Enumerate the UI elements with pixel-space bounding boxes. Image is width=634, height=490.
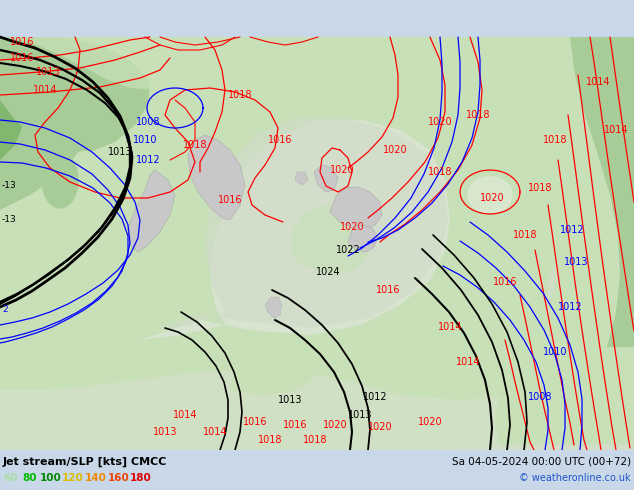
Text: 1013: 1013 [278,395,302,405]
Bar [0,37,634,450]
Text: 1018: 1018 [513,230,537,240]
Text: 1018: 1018 [183,140,207,150]
Polygon shape [155,118,448,330]
Text: 1014: 1014 [437,322,462,332]
Bar [0,450,634,490]
Polygon shape [42,152,78,208]
Polygon shape [450,37,555,305]
Text: Jet stream/SLP [kts] CMCC: Jet stream/SLP [kts] CMCC [3,457,167,467]
Text: 1008: 1008 [136,117,160,127]
Text: 1012: 1012 [363,392,387,402]
Text: 1020: 1020 [330,165,354,175]
Polygon shape [470,37,634,445]
Text: 1014: 1014 [456,357,480,367]
Text: © weatheronline.co.uk: © weatheronline.co.uk [519,473,631,483]
Text: 1013: 1013 [153,427,178,437]
Text: 1012: 1012 [560,225,585,235]
Text: 1016: 1016 [243,417,268,427]
Text: 1014: 1014 [586,77,611,87]
Text: 1016: 1016 [268,135,292,145]
Text: 1013: 1013 [348,410,372,420]
Polygon shape [468,177,512,213]
Text: 1013: 1013 [564,257,588,267]
Text: 1020: 1020 [428,117,452,127]
Polygon shape [0,37,90,210]
Text: 1012: 1012 [558,302,582,312]
Text: 1020: 1020 [418,417,443,427]
Text: 1020: 1020 [323,420,347,430]
Text: 1013: 1013 [108,147,133,157]
Text: 1020: 1020 [368,422,392,432]
Text: 1018: 1018 [466,110,490,120]
Text: 140: 140 [85,473,107,483]
Polygon shape [430,190,634,450]
Polygon shape [314,165,338,192]
Text: 1018: 1018 [527,183,552,193]
Polygon shape [330,187,382,230]
Polygon shape [265,297,282,318]
Text: 60: 60 [3,473,18,483]
Polygon shape [570,37,634,347]
Polygon shape [0,37,150,152]
Polygon shape [0,37,215,90]
Text: 180: 180 [130,473,152,483]
Text: 160: 160 [108,473,130,483]
Text: 100: 100 [40,473,61,483]
Text: 1018: 1018 [543,135,567,145]
Text: 1016: 1016 [283,420,307,430]
Text: 1010: 1010 [133,135,157,145]
Text: 1020: 1020 [383,145,407,155]
Text: 1016: 1016 [376,285,400,295]
Polygon shape [230,335,320,395]
Text: 1024: 1024 [316,267,340,277]
Text: 1018: 1018 [303,435,327,445]
Text: 2: 2 [2,305,8,315]
Text: 1010: 1010 [543,347,567,357]
Polygon shape [188,135,245,220]
Text: 1018: 1018 [258,435,282,445]
Text: 1014: 1014 [33,85,57,95]
Polygon shape [348,225,378,252]
Polygon shape [290,205,370,275]
Text: -13: -13 [2,180,16,190]
Polygon shape [140,120,450,340]
Polygon shape [128,170,175,252]
Polygon shape [0,360,634,450]
Text: 1014: 1014 [172,410,197,420]
Text: 120: 120 [62,473,84,483]
Text: 1012: 1012 [136,155,160,165]
Text: -13: -13 [2,216,16,224]
Text: 1014: 1014 [604,125,628,135]
Text: 1020: 1020 [340,222,365,232]
Text: 1008: 1008 [527,392,552,402]
Text: 1022: 1022 [335,245,360,255]
Text: 1016: 1016 [10,53,34,63]
Polygon shape [0,37,25,160]
Text: 1016: 1016 [217,195,242,205]
Text: 1016: 1016 [493,277,517,287]
Text: Sa 04-05-2024 00:00 UTC (00+72): Sa 04-05-2024 00:00 UTC (00+72) [452,457,631,467]
Text: 1020: 1020 [480,193,504,203]
Text: 80: 80 [22,473,37,483]
Text: 1014: 1014 [203,427,227,437]
Text: 1018: 1018 [428,167,452,177]
Text: 1018: 1018 [228,90,252,100]
Polygon shape [295,172,308,185]
Text: 1016: 1016 [10,37,34,47]
Text: 1013: 1013 [36,67,60,77]
